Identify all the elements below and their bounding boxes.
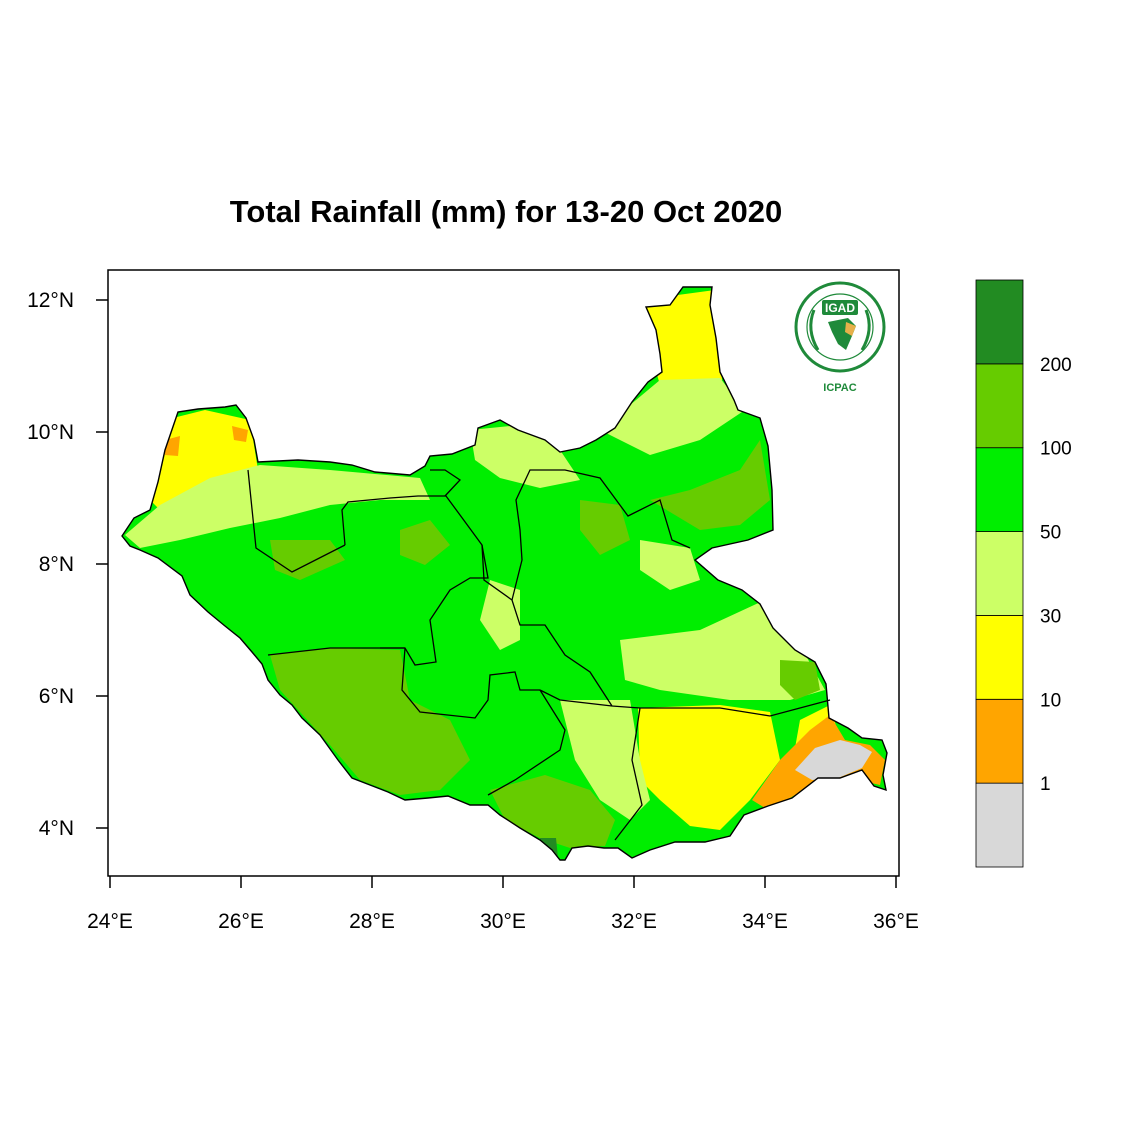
rainfall-patch	[150, 410, 258, 510]
y-tick-label: 12°N	[27, 289, 74, 312]
rainfall-patch	[490, 775, 615, 848]
colorbar-bin	[975, 782, 1024, 868]
x-tick-label: 36°E	[873, 910, 919, 933]
state-border	[614, 707, 643, 841]
y-axis: 12°N 10°N 8°N 6°N 4°N	[27, 289, 108, 840]
colorbar-label: 10	[1040, 690, 1061, 711]
rainfall-patch	[638, 705, 780, 830]
rainfall-patch	[560, 700, 650, 820]
rainfall-patch	[650, 440, 770, 530]
colorbar-label: 30	[1040, 606, 1061, 627]
x-tick-label: 34°E	[742, 910, 788, 933]
rainfall-patch	[470, 425, 580, 488]
logo-name: IGAD	[825, 301, 855, 315]
logo-laurel-right	[860, 309, 871, 351]
colorbar-label: 1	[1040, 774, 1051, 795]
x-tick-label: 24°E	[87, 910, 133, 933]
colorbar-bin	[975, 363, 1024, 449]
rainfall-patch	[400, 520, 450, 565]
x-tick-label: 30°E	[480, 910, 526, 933]
rainfall-patch	[640, 540, 700, 590]
colorbar-bin	[975, 279, 1024, 365]
state-border	[487, 689, 566, 796]
logo-laurel-left	[809, 309, 820, 351]
country-outline	[121, 286, 888, 861]
rainfall-patch	[795, 740, 872, 780]
colorbar-bin	[975, 531, 1024, 616]
y-tick-label: 4°N	[39, 817, 74, 840]
logo-subtitle: ICPAC	[823, 382, 856, 394]
state-border	[430, 469, 461, 497]
state-border	[481, 544, 613, 707]
x-axis: 24°E 26°E 28°E 30°E 32°E 34°E 36°E	[87, 876, 919, 933]
colorbar	[975, 279, 1024, 868]
colorbar-bin	[975, 615, 1024, 700]
state-boundaries	[247, 469, 831, 841]
y-tick-label: 6°N	[39, 685, 74, 708]
y-tick-label: 10°N	[27, 421, 74, 444]
rainfall-patch	[600, 378, 745, 455]
map-title: Total Rainfall (mm) for 13-20 Oct 2020	[230, 194, 782, 229]
state-border	[401, 647, 540, 719]
logo-region-highlight	[845, 322, 856, 336]
colorbar-label: 200	[1040, 355, 1072, 376]
colorbar-labels: 1 10 30 50 100 200	[1040, 355, 1072, 795]
x-tick-label: 28°E	[349, 910, 395, 933]
rainfall-patch	[480, 580, 520, 650]
logo-name-badge	[822, 300, 858, 315]
state-border	[511, 469, 691, 601]
x-tick-label: 26°E	[218, 910, 264, 933]
state-border	[341, 495, 489, 666]
igad-icpac-logo: IGAD ICPAC	[794, 281, 886, 394]
state-border	[267, 647, 405, 656]
rainfall-patch	[270, 648, 470, 795]
logo-inner-ring	[806, 293, 874, 361]
colorbar-bin	[975, 447, 1024, 532]
state-border	[247, 469, 346, 573]
x-tick-label: 32°E	[611, 910, 657, 933]
y-tick-label: 8°N	[39, 553, 74, 576]
colorbar-label: 100	[1040, 439, 1072, 460]
rainfall-patch	[580, 500, 630, 555]
rainfall-patch	[232, 426, 248, 442]
colorbar-bin	[975, 698, 1024, 784]
colorbar-label: 50	[1040, 523, 1061, 544]
rainfall-patch	[780, 660, 820, 700]
rainfall-patch	[125, 465, 430, 548]
